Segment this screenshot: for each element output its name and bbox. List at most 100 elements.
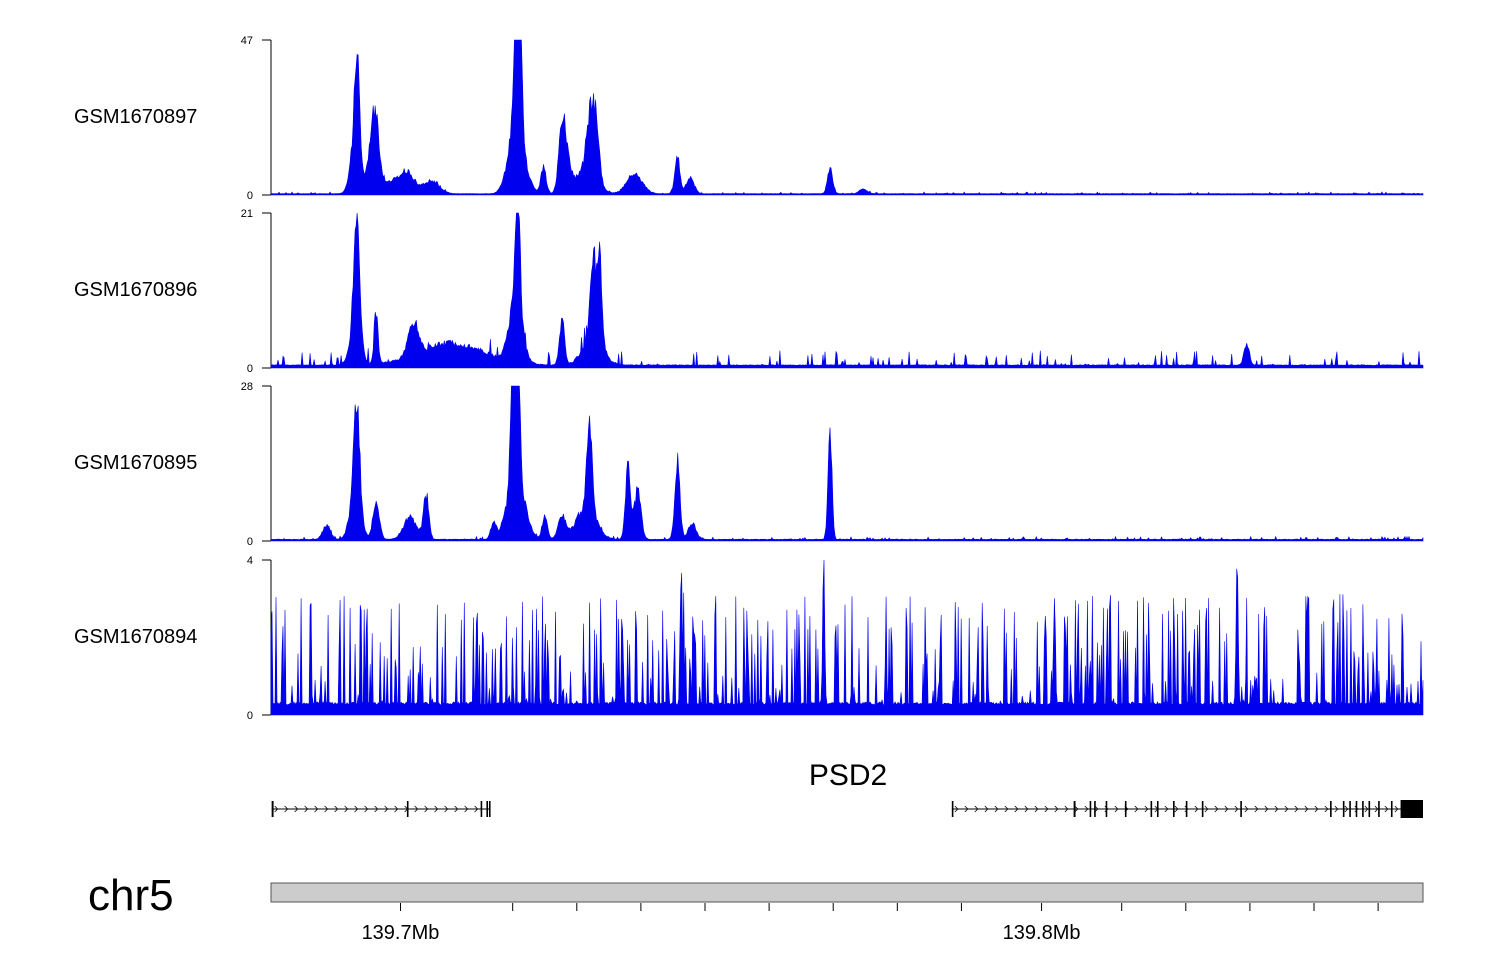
coverage-tracks: GSM1670897470GSM1670896210GSM1670895280G…: [74, 35, 1424, 722]
strand-arrow: [1274, 805, 1279, 813]
strand-arrow: [1204, 805, 1209, 813]
exon: [406, 801, 409, 817]
strand-arrow: [1374, 805, 1379, 813]
strand-arrow: [394, 805, 399, 813]
gene-track: PSD2: [271, 759, 1423, 818]
strand-arrow: [1324, 805, 1329, 813]
exon: [480, 801, 483, 817]
strand-arrow: [1054, 805, 1059, 813]
strand-arrow: [1064, 805, 1069, 813]
strand-arrow: [284, 805, 289, 813]
ylim-min-label: 0: [247, 710, 253, 722]
strand-arrow: [474, 805, 479, 813]
strand-arrow: [1094, 805, 1099, 813]
coverage-area: [270, 39, 1424, 196]
strand-arrow: [1264, 805, 1269, 813]
coverage-track: GSM1670896 21 0: [74, 208, 1424, 375]
strand-arrow: [964, 805, 969, 813]
chromosome-label: chr5: [88, 871, 174, 920]
exon: [486, 801, 488, 817]
track-name-label: GSM1670895: [74, 452, 197, 474]
strand-arrow: [344, 805, 349, 813]
strand-arrow: [1174, 805, 1179, 813]
strand-arrow: [1344, 805, 1349, 813]
ylim-min-label: 0: [247, 536, 253, 548]
exon: [1378, 801, 1380, 817]
strand-arrow: [384, 805, 389, 813]
strand-arrow: [1284, 805, 1289, 813]
ylim-min-label: 0: [247, 190, 253, 202]
strand-arrow: [1194, 805, 1199, 813]
strand-arrow: [1234, 805, 1239, 813]
strand-arrow: [444, 805, 449, 813]
strand-arrow: [1024, 805, 1029, 813]
track-name-label: GSM1670897: [74, 106, 197, 128]
ylim-min-label: 0: [247, 363, 253, 375]
exon: [1105, 801, 1108, 817]
strand-arrow: [984, 805, 989, 813]
strand-arrow: [1304, 805, 1309, 813]
exon: [1342, 801, 1345, 817]
exon: [1368, 801, 1371, 817]
strand-arrow: [974, 805, 979, 813]
exon: [1124, 801, 1127, 817]
coverage-area: [270, 212, 1424, 369]
coverage-track: GSM1670894 4 0: [74, 555, 1424, 722]
exon: [1330, 801, 1332, 817]
chromosome-band: [270, 882, 1424, 903]
ylim-max-label: 28: [241, 381, 253, 393]
strand-arrow: [1314, 805, 1319, 813]
strand-arrow: [1164, 805, 1169, 813]
strand-arrow: [1034, 805, 1039, 813]
strand-arrow: [324, 805, 329, 813]
exon: [1172, 801, 1175, 817]
strand-arrow: [1214, 805, 1219, 813]
strand-arrow: [1294, 805, 1299, 813]
strand-arrow: [1394, 805, 1399, 813]
strand-arrow: [414, 805, 419, 813]
track-name-label: GSM1670896: [74, 279, 197, 301]
exon: [1400, 800, 1423, 818]
strand-arrow: [954, 805, 959, 813]
strand-arrow: [374, 805, 379, 813]
exon: [1349, 801, 1351, 817]
strand-arrow: [1144, 805, 1149, 813]
chromosome-axis: chr5 139.7Mb 139.8Mb: [88, 871, 1424, 944]
strand-arrow: [354, 805, 359, 813]
strand-arrow: [334, 805, 339, 813]
ylim-max-label: 47: [241, 35, 253, 47]
strand-arrow: [434, 805, 439, 813]
exon: [951, 801, 954, 817]
strand-arrow: [1014, 805, 1019, 813]
strand-arrow: [454, 805, 459, 813]
exon: [1150, 801, 1153, 817]
ylim-max-label: 21: [241, 208, 253, 220]
exon: [1201, 801, 1204, 817]
exon: [1362, 801, 1364, 817]
track-name-label: GSM1670894: [74, 626, 197, 648]
strand-arrow: [1224, 805, 1229, 813]
strand-arrow: [1364, 805, 1369, 813]
strand-arrow: [1244, 805, 1249, 813]
strand-arrow: [994, 805, 999, 813]
exon: [271, 801, 274, 817]
coverage-area: [270, 559, 1424, 716]
strand-arrow: [1134, 805, 1139, 813]
strand-arrow: [1114, 805, 1119, 813]
exon: [1390, 801, 1393, 817]
coverage-track: GSM1670895 28 0: [74, 381, 1424, 548]
coverage-track: GSM1670897 47 0: [74, 35, 1424, 202]
coverage-area: [270, 385, 1424, 542]
exon: [1185, 801, 1188, 817]
transcript: [271, 801, 491, 817]
ylim-max-label: 4: [247, 555, 253, 567]
strand-arrow: [1074, 805, 1079, 813]
strand-arrow: [314, 805, 319, 813]
strand-arrow: [1384, 805, 1389, 813]
exon: [1355, 801, 1358, 817]
axis-tick-label: 139.8Mb: [1003, 922, 1081, 944]
strand-arrow: [364, 805, 369, 813]
strand-arrow: [424, 805, 429, 813]
